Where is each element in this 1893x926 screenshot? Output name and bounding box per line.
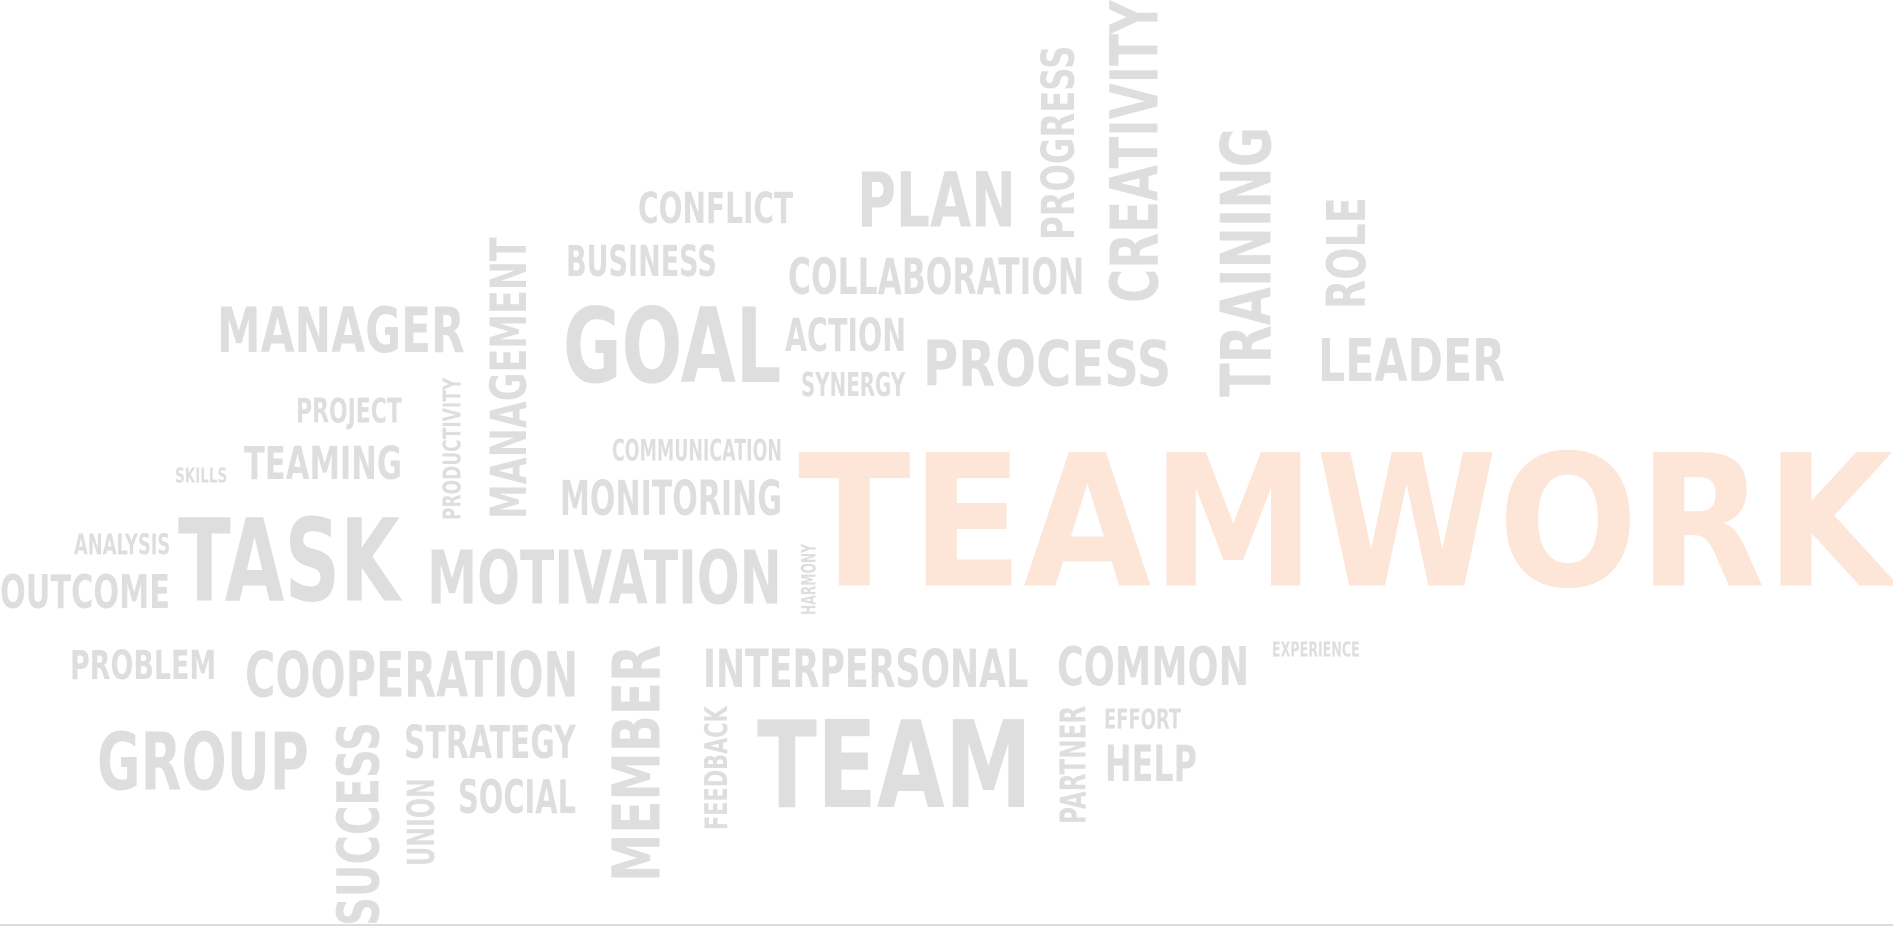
word-group: GROUP [97, 715, 309, 809]
word-goal: GOAL [563, 287, 782, 408]
word-partner: PARTNER [1054, 705, 1095, 824]
word-teaming: TEAMING [244, 437, 403, 491]
word-member: MEMBER [598, 644, 676, 882]
word-union: UNION [399, 778, 444, 866]
word-experience: EXPERIENCE [1272, 638, 1360, 662]
word-productivity: PRODUCTIVITY [437, 377, 467, 520]
word-problem: PROBLEM [70, 641, 217, 689]
word-leader: LEADER [1318, 326, 1506, 396]
word-analysis: ANALYSIS [74, 529, 171, 562]
word-social: SOCIAL [458, 770, 577, 825]
word-harmony: HARMONY [798, 543, 821, 615]
word-collaboration: COLLABORATION [788, 248, 1085, 307]
word-training: TRAINING [1206, 126, 1288, 398]
word-progress: PROGRESS [1031, 45, 1085, 241]
word-team: TEAM [757, 695, 1033, 836]
word-cooperation: COOPERATION [245, 638, 579, 712]
word-monitoring: MONITORING [560, 470, 783, 527]
word-skills: SKILLS [175, 464, 228, 488]
word-conflict: CONFLICT [638, 183, 794, 234]
word-management: MANAGEMENT [480, 237, 539, 519]
word-synergy: SYNERGY [801, 365, 906, 404]
word-teamwork: TEAMWORK [798, 416, 1893, 630]
word-effort: EFFORT [1104, 704, 1182, 736]
word-motivation: MOTIVATION [427, 534, 782, 622]
word-process: PROCESS [923, 327, 1172, 401]
word-manager: MANAGER [217, 295, 465, 368]
word-feedback: FEEDBACK [699, 706, 735, 830]
word-creativity: CREATIVITY [1096, 0, 1174, 304]
word-business: BUSINESS [566, 236, 717, 287]
word-interpersonal: INTERPERSONAL [703, 638, 1029, 700]
word-action: ACTION [785, 308, 907, 362]
word-common: COMMON [1057, 635, 1250, 698]
word-help: HELP [1105, 735, 1197, 794]
word-project: PROJECT [296, 391, 402, 431]
word-strategy: STRATEGY [404, 716, 576, 770]
word-plan: PLAN [857, 156, 1016, 246]
word-communication: COMMUNICATION [612, 433, 782, 468]
word-role: ROLE [1315, 197, 1378, 309]
word-task: TASK [178, 495, 400, 628]
bottom-divider [0, 924, 1893, 926]
word-outcome: OUTCOME [0, 565, 171, 620]
word-success: SUCCESS [325, 722, 393, 926]
